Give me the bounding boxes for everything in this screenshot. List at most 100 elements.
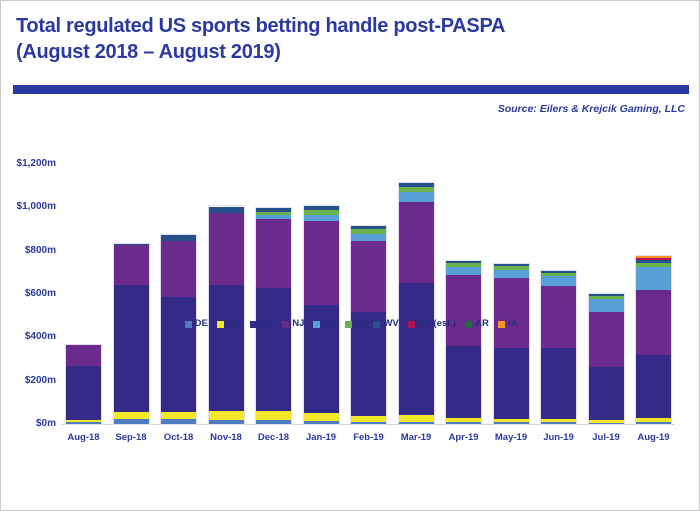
- bar-segment-pa: [541, 276, 576, 286]
- bar-segment-ms: [541, 419, 576, 423]
- legend-label: MS: [226, 318, 242, 329]
- legend-swatch: [407, 320, 415, 328]
- bar-segment-ri: [446, 263, 481, 268]
- stacked-bar-chart: $0m $200m $400m $600m $800m $1,000m $1,200m Aug…: [1, 131, 700, 476]
- legend-swatch: [465, 320, 473, 328]
- legend-item-ar: AR: [465, 319, 489, 329]
- legend-swatch: [250, 320, 258, 328]
- bar-segment-nv: [541, 347, 576, 420]
- stacked-bar-sep-18: [112, 242, 150, 425]
- legend-swatch: [344, 320, 352, 328]
- bar-segment-wv: [636, 260, 671, 263]
- x-axis-label: May-19: [494, 432, 528, 443]
- bar-segment-pa: [493, 270, 529, 278]
- stacked-bar-dec-18: [255, 206, 292, 425]
- bar-segment-ms: [398, 414, 434, 422]
- bar-segment-wv: [351, 225, 386, 230]
- stacked-bar-apr-19: [445, 260, 482, 425]
- bar-segment-ms: [493, 418, 529, 423]
- legend-label: RI: [354, 318, 365, 329]
- legend-swatch: [282, 320, 290, 328]
- legend-label: DE: [194, 318, 208, 329]
- bar-segment-pa: [351, 234, 386, 241]
- bar-segment-wv: [398, 182, 434, 187]
- legend-label: WV: [383, 318, 399, 329]
- bar-segment-nj: [161, 240, 196, 298]
- legend-label: NY (est.): [417, 318, 457, 329]
- x-axis-label: Nov-18: [210, 432, 242, 443]
- bar-segment-nj: [113, 245, 149, 286]
- bar-segment-ri: [351, 229, 386, 235]
- legend-item-wv: WV: [373, 318, 399, 329]
- bar-segment-ri: [588, 295, 624, 299]
- bar-segment-de: [398, 421, 434, 424]
- bar-segment-pa: [588, 298, 624, 312]
- bar-segment-wv: [303, 205, 339, 211]
- bar-segment-ms: [636, 417, 671, 423]
- legend-swatch: [216, 320, 224, 328]
- bar-segment-wv: [161, 235, 196, 241]
- bar-segment-de: [636, 422, 671, 424]
- legend-item-ia: IA: [497, 318, 518, 329]
- page-title-line2: (August 2018 – August 2019): [16, 41, 281, 63]
- y-axis-label: $800m: [24, 244, 56, 256]
- bar-segment-ri: [303, 210, 339, 215]
- bar-segment-wv: [208, 206, 244, 213]
- x-axis-label: Sep-18: [115, 432, 147, 443]
- title-divider-rule: [13, 85, 689, 94]
- x-axis-label: Oct-18: [163, 432, 194, 443]
- bar-segment-nj: [303, 221, 339, 305]
- legend-label: AR: [475, 318, 489, 329]
- bar-segment-ms: [351, 416, 386, 422]
- bar-segment-nv: [303, 304, 339, 414]
- bar-segment-ms: [446, 418, 481, 423]
- legend-item-de: DE: [184, 318, 208, 329]
- legend-item-ms: MS: [216, 318, 242, 329]
- bar-segment-nv: [161, 297, 196, 413]
- bar-segment-nv: [446, 345, 481, 419]
- x-axis-label: Aug-19: [637, 432, 670, 443]
- legend-item-nj: NJ: [282, 319, 304, 329]
- legend-label: IA: [507, 318, 518, 329]
- bar-segment-ms: [303, 413, 339, 421]
- y-axis-label: $1,200m: [16, 158, 56, 169]
- bar-segment-ms: [113, 412, 149, 420]
- bar-segment-nj: [66, 345, 101, 366]
- bar-segment-ia: [636, 256, 671, 259]
- bar-segment-nj: [493, 277, 529, 349]
- bar-segment-nv: [256, 287, 291, 412]
- x-axis-label: Jan-19: [305, 432, 337, 443]
- x-axis-line: [62, 424, 675, 425]
- bar-segment-nv: [66, 365, 101, 421]
- bar-segment-de: [208, 420, 244, 424]
- page-title-line1: Total regulated US sports betting handle…: [16, 15, 506, 37]
- stacked-bar-jul-19: [587, 292, 625, 425]
- bar-segment-wv: [588, 294, 624, 296]
- stacked-bar-feb-19: [350, 224, 387, 426]
- y-axis-label: $600m: [24, 288, 56, 299]
- bar-segment-ri: [256, 212, 291, 216]
- x-axis-label: Jun-19: [543, 432, 574, 443]
- legend-swatch: [313, 320, 321, 328]
- bar-segment-de: [113, 419, 149, 424]
- x-axis-label: Mar-19: [400, 432, 432, 443]
- stacked-bar-may-19: [492, 262, 530, 425]
- bar-segment-nv: [398, 282, 434, 415]
- bar-segment-nyest: [636, 258, 671, 261]
- bar-segment-ms: [208, 410, 244, 421]
- stacked-bar-oct-18: [160, 234, 197, 425]
- bar-segment-wv: [446, 261, 481, 264]
- bar-segment-pa: [398, 192, 434, 202]
- bar-segment-wv: [541, 270, 576, 273]
- bar-segment-pa: [446, 267, 481, 276]
- bar-segment-nj: [351, 240, 386, 313]
- legend-label: NV: [260, 318, 274, 329]
- bar-segment-de: [541, 422, 576, 424]
- chart-legend: DE MS NV NJ PA RI WV NY (est.) AR IA: [1, 319, 700, 329]
- bar-segment-nj: [398, 201, 434, 283]
- legend-item-nyest: NY (est.): [407, 318, 457, 329]
- bar-segment-ri: [636, 262, 671, 267]
- bar-segment-ms: [588, 420, 624, 423]
- legend-item-ri: RI: [344, 318, 365, 329]
- stacked-bar-aug-18: [65, 344, 102, 425]
